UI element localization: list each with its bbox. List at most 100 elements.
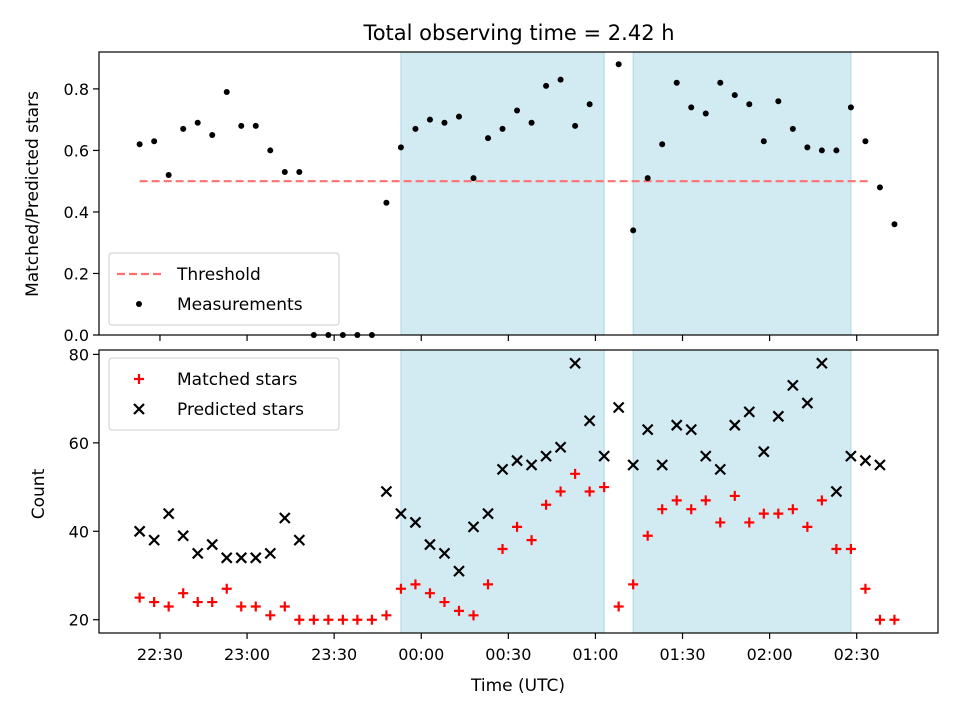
predicted-star-point [772,410,785,423]
y-tick-label: 0.6 [64,141,89,160]
legend-box [108,252,340,326]
legend: Matched stars Predicted stars [108,357,340,431]
measurement-point [383,199,390,206]
x-tick-label: 02:30 [834,645,880,664]
predicted-star-point [569,357,581,370]
matched-star-point [599,482,610,493]
measurement-point [557,76,564,83]
y-tick-label: 60 [69,434,89,453]
predicted-star-point [729,419,741,431]
matched-star-point [134,592,145,603]
x-tick-label: 23:30 [311,645,357,664]
predicted-star-point [162,507,175,520]
matched-star-point [816,495,827,506]
matched-star-point [323,614,334,625]
matched-star-point [265,610,276,621]
y-tick-label: 0.0 [64,326,89,345]
measurement-point [615,61,622,68]
measurement-point [659,141,666,148]
matched-star-point [294,614,305,625]
predicted-star-point [496,463,509,476]
matched-star-point [453,605,464,616]
matched-star-point [570,468,581,479]
measurement-point [572,122,579,129]
predicted-star-point [453,565,465,577]
predicted-star-point [612,401,625,414]
measurement-point [252,122,259,129]
matched-star-point [744,517,755,528]
x-tick-label: 02:00 [747,645,793,664]
y-tick-label: 20 [69,611,89,630]
matched-star-point [729,490,740,501]
measurement-point [180,125,187,132]
matched-star-point [468,610,479,621]
plot-frame [98,51,939,336]
matched-star-point [526,535,537,546]
measurement-point [499,125,506,132]
predicted-star-point [293,534,306,546]
predicted-star-point [206,538,218,551]
matched-star-point [787,504,798,515]
measurement-point [296,168,303,175]
measurement-point [441,119,448,126]
measurement-point [267,147,274,154]
matched-star-point [308,614,319,625]
matched-star-point [802,521,813,532]
legend-box [108,357,340,431]
predicted-star-point [424,538,436,551]
predicted-star-point [148,534,160,546]
matched-star-point [250,601,261,612]
shaded-interval-1 [632,51,852,336]
measurement-point [804,144,811,151]
measurement-point [731,92,738,99]
predicted-star-point [699,450,712,462]
y-tick-label: 40 [69,522,89,541]
legend-dot-swatch [136,301,142,307]
measurement-point [281,168,288,175]
matched-star-point [424,588,435,599]
predicted-star-point [279,512,291,524]
measurement-point [238,122,245,129]
x-tick-label: 00:30 [485,645,531,664]
matched-star-point [221,583,232,594]
predicted-star-point [395,507,407,520]
measurement-point [397,144,404,151]
measurement-point [586,101,593,108]
measurement-point [543,82,550,89]
y-axis-title-bottom: Count [29,468,49,519]
panel-bottom: 20 40 60 80 22:30 23:00 23:30 00:00 00:30 01:00 01… [69,345,939,664]
legend-label: Matched stars [177,370,297,390]
matched-star-point [192,597,203,608]
x-tick-label: 23:00 [224,645,270,664]
predicted-star-point [816,357,828,370]
measurement-point [876,184,883,191]
y-tick-label: 0.4 [64,203,89,222]
y-axis-title-top: Matched/Predicted stars [23,91,43,297]
matched-star-point [337,614,348,625]
matched-star-point [149,597,160,608]
matched-star-point [163,601,174,612]
measurement-point [528,119,535,126]
predicted-star-point [264,547,277,560]
predicted-star-point [830,485,843,498]
series-plus-0 [134,468,900,625]
legend-x-swatch [133,403,145,415]
matched-star-point [366,614,377,625]
shaded-interval-1 [632,349,852,634]
measurement-point [485,135,492,142]
predicted-star-point [249,552,262,564]
legend-plus-swatch [134,374,144,384]
measurement-point [746,101,753,108]
predicted-star-point [467,521,480,533]
predicted-star-point [787,379,799,392]
shaded-interval-0 [400,51,605,336]
predicted-star-point [554,441,567,454]
predicted-star-point [598,450,610,462]
matched-star-point [700,495,711,506]
matched-star-point [889,614,900,625]
measurement-point [630,227,637,234]
measurement-point [673,79,680,86]
predicted-star-point [191,547,204,560]
matched-star-point [773,508,784,519]
